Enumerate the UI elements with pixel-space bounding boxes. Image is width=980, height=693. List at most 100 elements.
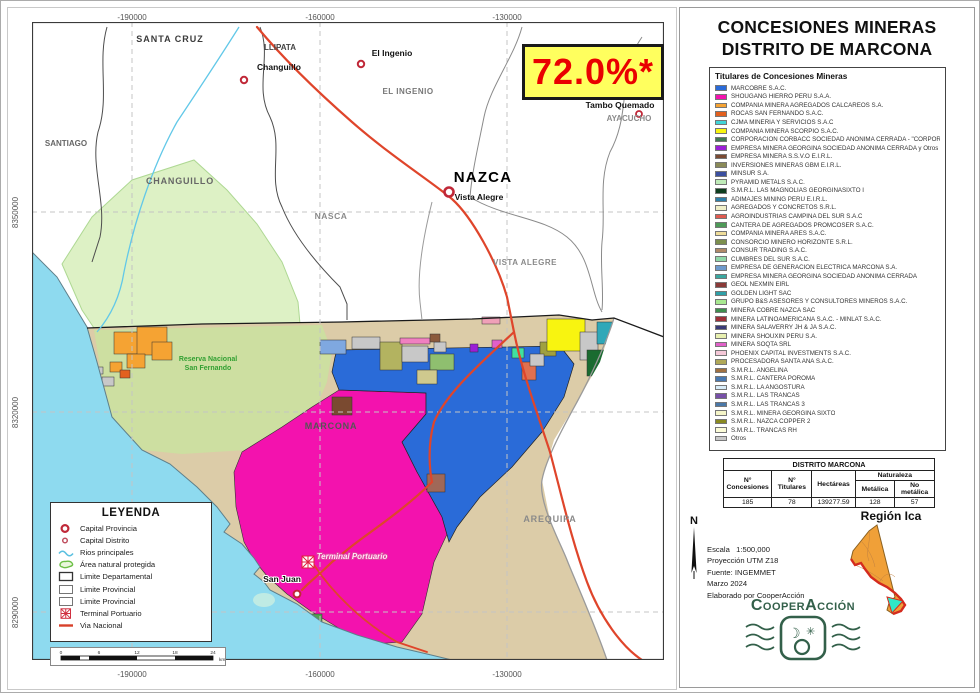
label-nazca: NAZCA [454, 169, 513, 186]
legend-item: S.M.R.L. TRANCAS RH [715, 426, 940, 435]
legend-color-chip [715, 153, 727, 160]
legend-color-chip [715, 102, 727, 109]
north-arrow: N [685, 515, 703, 584]
legend-color-chip [715, 128, 727, 134]
legend-item: EMPRESA MINERA GEORGINA SOCIEDAD ANONIMA… [715, 144, 940, 153]
legend-color-chip [715, 350, 727, 357]
legend-item-label: S.M.R.L. LAS TRANCAS 3 [731, 401, 805, 408]
axis-tick-left-3: 8290000 [11, 596, 21, 629]
legend-label: Limite Provincial [80, 584, 136, 594]
label-vista-alegre: VISTA ALEGRE [493, 258, 557, 267]
legend-item: MINERA SOQTA SRL [715, 340, 940, 349]
legend-item-label: CONSUR TRADING S.A.C. [731, 247, 807, 255]
legend-item-label: AGREGADOS Y CONCRETOS S.R.L. [731, 204, 837, 212]
legend-item-label: INVERSIONES MINERAS GBM E.I.R.L. [731, 161, 842, 169]
scale-tick: 24 [210, 650, 216, 656]
logo-sun-icon: ✳ [806, 626, 815, 638]
label-san-juan: San Juan [263, 574, 301, 584]
legend-color-chip [715, 247, 727, 254]
legend-item-label: S.M.R.L. TRANCAS RH [731, 426, 797, 434]
legend-color-chip [715, 179, 727, 186]
legend-item-label: S.M.R.L. LA ANGOSTURA [731, 383, 805, 391]
legend-item: ROCAS SAN FERNANDO S.A.C. [715, 110, 940, 119]
departmental-boundary-icon [58, 572, 74, 582]
marker-san-juan [292, 589, 302, 599]
legend-item-label: MINSUR S.A. [731, 170, 769, 178]
concession-holders-title: Titulares de Concesiones Mineras [715, 72, 848, 81]
legend-color-chip [715, 222, 727, 228]
river [96, 26, 240, 333]
legend-color-chip [715, 136, 727, 143]
label-el-ingenio-town: El Ingenio [372, 48, 413, 58]
date-text: Marzo 2024 [707, 579, 748, 589]
legend-item: PYRAMID METALS S.A.C. [715, 178, 940, 187]
legend-item-label: S.M.R.L. MINERA GEORGINA SIXTO [731, 409, 836, 417]
legend-item-label: ROCAS SAN FERNANDO S.A.C. [731, 110, 824, 118]
scale-tick: 12 [134, 650, 140, 656]
map-metadata: Escala 1:500,000 Proyección UTM Z18 Fuen… [707, 544, 857, 601]
legend-item: GOLDEN LIGHT SAC [715, 289, 940, 298]
legend-item-label: EMPRESA MINERA GEORGINA SOCIEDAD ANONIMA… [731, 144, 939, 152]
label-terminal-portuario: Terminal Portuario [317, 552, 388, 561]
label-llipata: LLIPATA [264, 43, 296, 52]
value-titulares: 78 [771, 497, 813, 508]
axis-tick-top-3: -130000 [492, 13, 522, 22]
legend-color-chip [715, 410, 727, 416]
capital-provincia-icon [60, 523, 70, 533]
river-icon [58, 550, 74, 557]
legend-item: CONSORCIO MINERO HORIZONTE S.R.L. [715, 238, 940, 247]
legend-item-label: COMPAÑIA MINERA AGREGADOS CALCAREOS S.A. [731, 101, 884, 109]
arequipa-boundary-line [540, 317, 615, 660]
cooperaccion-wordmark: CooperAcción [750, 597, 856, 614]
legend-color-chip [715, 358, 727, 365]
legend-color-chip [715, 367, 727, 374]
legend-item-label: GEOL NEXMIN EIRL [731, 281, 790, 289]
port-terminal-icon [60, 608, 71, 619]
legend-item-label: CONSORCIO MINERO HORIZONTE S.R.L. [731, 238, 853, 246]
label-reserva-1: Reserva Nacional [179, 356, 237, 363]
axis-tick-top-1: -190000 [117, 13, 147, 22]
label-reserva-2: San Fernando [185, 365, 232, 372]
legend-item: EMPRESA MINERA S.S.V.O E.I.R.L. [715, 152, 940, 161]
provincial-boundary-icon [59, 584, 73, 594]
legend-item: MINERA LATINOAMERICANA S.A.C. - MINLAT S… [715, 315, 940, 324]
concession-percentage-box: 72.0%* [522, 44, 664, 100]
legend-item: Otros [715, 434, 940, 443]
source-text: Fuente: INGEMMET [707, 567, 776, 577]
legend-color-chip [715, 384, 727, 391]
scale-value: 1:500,000 [736, 545, 770, 554]
legend-item: MARCOBRE S.A.C. [715, 84, 940, 93]
district-stats-table: DISTRITO MARCONA N° Concesiones N° Titul… [722, 458, 936, 508]
legend-label: Capital Distrito [80, 535, 130, 545]
scale-bar-graphic: 0 6 12 18 24 km [60, 650, 226, 663]
legend-row-limite-departamental: Limite Departamental [57, 571, 205, 583]
legend-color-chip [715, 85, 727, 92]
legend-item-label: AGROINDUSTRIAS CAMPIÑA DEL SUR S.A.C [731, 212, 863, 220]
region-ica-inset-map [850, 524, 907, 616]
legend-row-rios: Rios principales [57, 546, 205, 558]
legend-color-chip [715, 290, 727, 297]
legend-color-chip [715, 341, 727, 348]
map-frame [32, 22, 664, 660]
legend-item-label: GRUPO B&S ASESORES Y CONSULTORES MINEROS… [731, 298, 908, 306]
label-changuillo: CHANGUILLO [146, 176, 214, 186]
legend-color-chip [715, 418, 727, 425]
axis-tick-bottom-1: -190000 [117, 670, 147, 679]
legend-color-chip [715, 435, 727, 442]
legend-item: S.M.R.L. NAZCA COPPER 2 [715, 417, 940, 426]
legend-item: MINSUR S.A. [715, 169, 940, 178]
legend-item: S.M.R.L. LAS TRANCAS 3 [715, 400, 940, 409]
legend-item-label: CJMA MINERIA Y SERVICIOS S.A.C [731, 118, 834, 126]
legend-item: CONSUR TRADING S.A.C. [715, 246, 940, 255]
legend-label: Limite Departamental [80, 572, 153, 582]
legend-item: S.M.R.L. MINERA GEORGINA SIXTO [715, 409, 940, 418]
town-markers [239, 59, 643, 599]
concession-holders-legend: Titulares de Concesiones Mineras MARCOBR… [709, 67, 946, 451]
legend-item: MINERA SALAVERRY JH & JA S.A.C. [715, 323, 940, 332]
col-header-no-metalica: No metálica [894, 480, 935, 498]
legend-item: CJMA MINERIA Y SERVICIOS S.A.C [715, 118, 940, 127]
legend-color-chip [715, 196, 727, 203]
legend-color-chip [715, 324, 727, 331]
legend-color-chip [715, 307, 727, 314]
